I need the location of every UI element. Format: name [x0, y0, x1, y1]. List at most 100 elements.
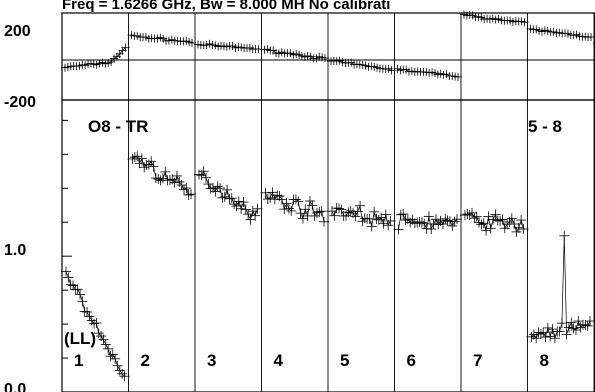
phase-point [321, 54, 329, 63]
phase-panel-frame [61, 12, 595, 101]
phase-panel: 200 -200 [4, 10, 595, 111]
amplitude-panel-frame [61, 99, 595, 392]
amplitude-point [373, 214, 384, 225]
amplitude-point [252, 203, 263, 214]
amplitude-point [183, 189, 194, 200]
amplitude-point [414, 216, 425, 227]
amplitude-point [139, 162, 150, 173]
amplitude-point [297, 213, 308, 224]
amplitude-point [464, 210, 475, 221]
amplitude-point [198, 166, 209, 177]
segment-label: 1 [74, 351, 83, 370]
amplitude-point [98, 334, 109, 345]
segment-label: 8 [540, 351, 549, 370]
amplitude-point [336, 204, 347, 215]
amplitude-point [355, 200, 366, 211]
amplitude-point [545, 331, 556, 342]
amplitude-point [442, 215, 453, 226]
amplitude-point [112, 360, 123, 371]
amplitude-point [283, 203, 294, 214]
amplitude-point [469, 213, 480, 224]
amplitude-point [485, 223, 496, 234]
phase-point [254, 45, 263, 54]
amplitude-point [229, 199, 240, 210]
amplitude-series-line [464, 212, 524, 233]
amplitude-point [100, 339, 111, 350]
amplitude-point [146, 156, 157, 167]
amplitude-point [181, 183, 192, 194]
amplitude-point [440, 213, 451, 224]
amplitude-point [540, 332, 551, 343]
segment-label: 5 [340, 351, 349, 370]
amplitude-point [423, 211, 434, 222]
amplitude-point [134, 158, 145, 169]
amplitude-point [490, 209, 501, 220]
amplitude-ytick-1: 1.0 [4, 242, 26, 259]
amplitude-point [68, 280, 79, 291]
amplitude-point [380, 209, 391, 220]
amplitude-point [157, 173, 168, 184]
amplitude-point [566, 317, 577, 328]
amplitude-point [224, 193, 235, 204]
amplitude-point [409, 218, 420, 229]
amplitude-point [575, 322, 586, 333]
amplitude-point [129, 152, 140, 163]
amplitude-point [535, 329, 546, 340]
header-title: Freq = 1.6266 GHz, Bw = 8.000 MH No cali… [62, 0, 390, 13]
amplitude-series-line [198, 170, 258, 221]
amplitude-point [497, 214, 508, 225]
amplitude-point [82, 307, 93, 318]
amplitude-point [426, 224, 437, 235]
amplitude-point [238, 197, 249, 208]
amplitude-point [136, 153, 147, 164]
amplitude-point [247, 206, 258, 217]
amplitude-point [444, 216, 455, 227]
amplitude-panel: 1.0 0.0 1 2 3 4 5 6 7 8 O8 - TR 5 - 8 (LL) [4, 99, 595, 392]
amplitude-point [511, 226, 522, 237]
segment-label: 6 [407, 351, 416, 370]
amplitude-point [447, 220, 458, 231]
amplitude-point [203, 179, 214, 190]
amplitude-point [585, 316, 595, 327]
amplitude-point [245, 214, 256, 225]
amplitude-point [77, 296, 88, 307]
phase-point [454, 72, 462, 81]
amplitude-point [79, 306, 90, 317]
segment-label: 4 [274, 351, 284, 370]
phase-points [61, 10, 595, 81]
baseline-label: O8 - TR [88, 117, 148, 136]
amplitude-point [103, 343, 114, 354]
amplitude-point [568, 323, 579, 334]
amplitude-point [345, 205, 356, 216]
amplitude-point [169, 177, 180, 188]
amplitude-point [343, 207, 354, 218]
amplitude-point [549, 333, 560, 344]
amplitude-point [419, 218, 430, 229]
amplitude-point [371, 213, 382, 224]
amplitude-point [276, 194, 287, 205]
amplitude-point [219, 191, 230, 202]
amplitude-point [160, 166, 171, 177]
amplitude-point [563, 322, 574, 333]
amplitude-point [304, 195, 315, 206]
amplitude-point [107, 349, 118, 360]
group-label: 5 - 8 [528, 117, 562, 136]
amplitude-point [286, 205, 297, 216]
amplitude-point [91, 318, 102, 329]
amplitude-point [272, 190, 283, 201]
amplitude-point [217, 192, 228, 203]
amplitude-point [222, 184, 233, 195]
amplitude-point [231, 201, 242, 212]
amplitude-point [570, 324, 581, 335]
amplitude-point [561, 329, 572, 340]
amplitude-point [295, 208, 306, 219]
amplitude-point [63, 272, 74, 283]
segment-label: 3 [207, 351, 216, 370]
phase-point [188, 38, 196, 47]
amplitude-point [226, 193, 237, 204]
amplitude-point [476, 219, 487, 230]
amplitude-point [518, 224, 529, 235]
amplitude-series-line [265, 191, 325, 222]
amplitude-point [449, 216, 460, 227]
amplitude-point [205, 183, 216, 194]
